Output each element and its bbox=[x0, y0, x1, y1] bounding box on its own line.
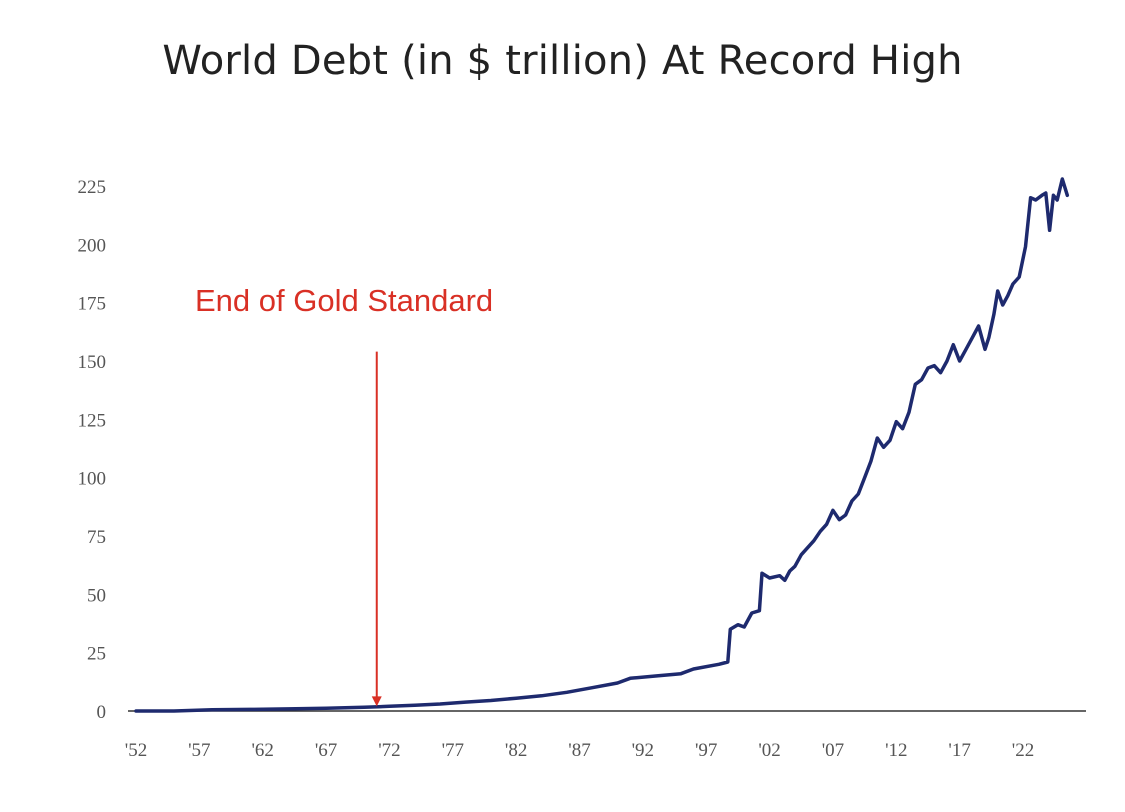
y-tick-label: 125 bbox=[78, 410, 107, 431]
y-tick-label: 175 bbox=[78, 294, 107, 315]
x-tick-label: '62 bbox=[251, 740, 273, 761]
chart-title: World Debt (in $ trillion) At Record Hig… bbox=[162, 38, 963, 84]
annotation-arrow-head bbox=[371, 696, 382, 707]
x-tick-label: '57 bbox=[188, 740, 210, 761]
x-tick-label: '02 bbox=[758, 740, 780, 761]
x-tick-label: '77 bbox=[442, 740, 464, 761]
x-tick-label: '67 bbox=[315, 740, 337, 761]
x-tick-label: '82 bbox=[505, 740, 527, 761]
x-tick-label: '12 bbox=[885, 740, 907, 761]
x-tick-label: '17 bbox=[948, 740, 970, 761]
annotation-group: End of Gold Standard bbox=[195, 283, 493, 707]
y-tick-label: 150 bbox=[78, 352, 107, 373]
y-tick-label: 50 bbox=[87, 585, 106, 606]
y-tick-label: 25 bbox=[87, 644, 106, 665]
x-tick-label: '07 bbox=[822, 740, 844, 761]
x-tick-label: '22 bbox=[1012, 740, 1034, 761]
y-axis-ticks: 0 25 50 75 100 125 150 175 200 225 bbox=[78, 177, 107, 723]
y-tick-label: 0 bbox=[97, 702, 107, 723]
x-tick-label: '72 bbox=[378, 740, 400, 761]
x-tick-label: '52 bbox=[125, 740, 147, 761]
x-tick-label: '92 bbox=[632, 740, 654, 761]
series-line-world-debt bbox=[134, 177, 1070, 713]
x-axis-ticks: '52 '57 '62 '67 '72 '77 '82 '87 '92 '97 '02 '07 '12 '… bbox=[125, 740, 1034, 761]
y-tick-label: 200 bbox=[78, 235, 107, 256]
x-tick-label: '97 bbox=[695, 740, 717, 761]
y-tick-label: 225 bbox=[78, 177, 107, 198]
annotation-label: End of Gold Standard bbox=[195, 283, 493, 318]
y-tick-label: 100 bbox=[78, 469, 107, 490]
x-tick-label: '87 bbox=[568, 740, 590, 761]
y-tick-label: 75 bbox=[87, 527, 106, 548]
